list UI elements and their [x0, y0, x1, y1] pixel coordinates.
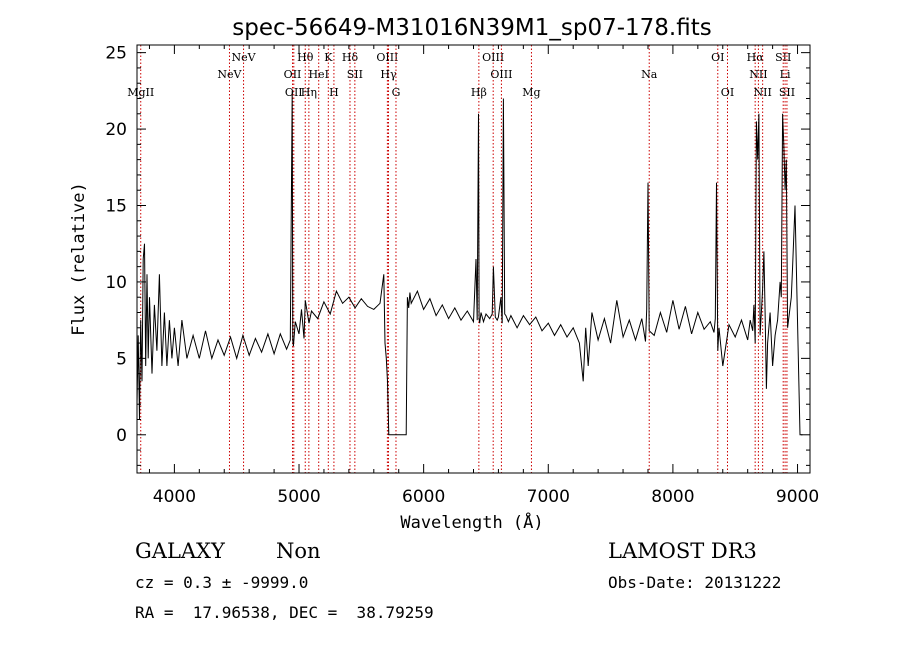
line-label-17: OIII	[490, 68, 512, 81]
y-tick-label-5: 25	[105, 44, 127, 64]
object-class: GALAXY	[135, 539, 225, 563]
line-label-15: Hβ	[471, 86, 487, 99]
series-flux	[137, 90, 803, 436]
line-label-2: NeV	[232, 51, 257, 64]
line-label-9: H	[329, 86, 339, 99]
line-label-12: OIII	[376, 51, 398, 64]
line-label-7: HeI	[308, 68, 328, 81]
x-tick-label-1: 5000	[277, 487, 320, 507]
line-label-16: OIII	[482, 51, 504, 64]
line-label-8: K	[324, 51, 333, 64]
line-label-11: SII	[347, 68, 363, 81]
y-tick-label-1: 5	[116, 349, 127, 369]
x-tick-label-3: 7000	[527, 487, 570, 507]
line-label-19: Na	[641, 68, 658, 81]
line-label-0: MgII	[127, 86, 154, 99]
redshift-readout: cz = 0.3 ± -9999.0	[135, 573, 309, 592]
x-axis-label: Wavelength (Å)	[400, 511, 543, 533]
line-label-18: Mg	[522, 86, 540, 99]
line-label-27: SII	[779, 86, 795, 99]
observation-date: Obs-Date: 20131222	[608, 573, 782, 592]
y-tick-label-4: 20	[105, 120, 127, 140]
line-label-14: G	[392, 86, 401, 99]
x-tick-label-5: 9000	[776, 487, 819, 507]
line-label-6: Hη	[301, 86, 317, 99]
y-tick-label-0: 0	[116, 426, 127, 446]
line-label-26: Li	[780, 68, 791, 81]
x-tick-label-2: 6000	[402, 487, 445, 507]
line-label-25: SII	[775, 51, 791, 64]
object-subclass: Non	[276, 539, 321, 563]
axis-ticks: 4000 5000 6000 7000 8000 9000 0 5 10 15 20 25	[105, 44, 819, 507]
coordinates-readout: RA = 17.96538, DEC = 38.79259	[135, 603, 434, 622]
line-label-23: NII	[749, 68, 767, 81]
plot-frame	[136, 44, 811, 474]
line-label-24: NII	[753, 86, 771, 99]
x-tick-label-4: 8000	[651, 487, 694, 507]
line-label-22: Hα	[747, 51, 765, 64]
line-label-4: OII	[285, 86, 303, 99]
survey-label: LAMOST DR3	[608, 539, 757, 563]
y-tick-label-3: 15	[105, 197, 127, 217]
line-label-3: OII	[284, 68, 302, 81]
line-label-13: Hγ	[380, 68, 397, 81]
x-tick-label-0: 4000	[153, 487, 196, 507]
series-layer	[137, 90, 803, 436]
line-label-10: Hδ	[342, 51, 359, 64]
y-axis-label: Flux (relative)	[69, 182, 89, 336]
line-label-20: OI	[711, 51, 724, 64]
y-tick-label-2: 10	[105, 273, 127, 293]
line-label-21: OI	[721, 86, 734, 99]
chart-title: spec-56649-M31016N39M1_sp07-178.fits	[232, 15, 711, 41]
line-label-1: NeV	[217, 68, 242, 81]
line-label-5: Hθ	[297, 51, 314, 64]
